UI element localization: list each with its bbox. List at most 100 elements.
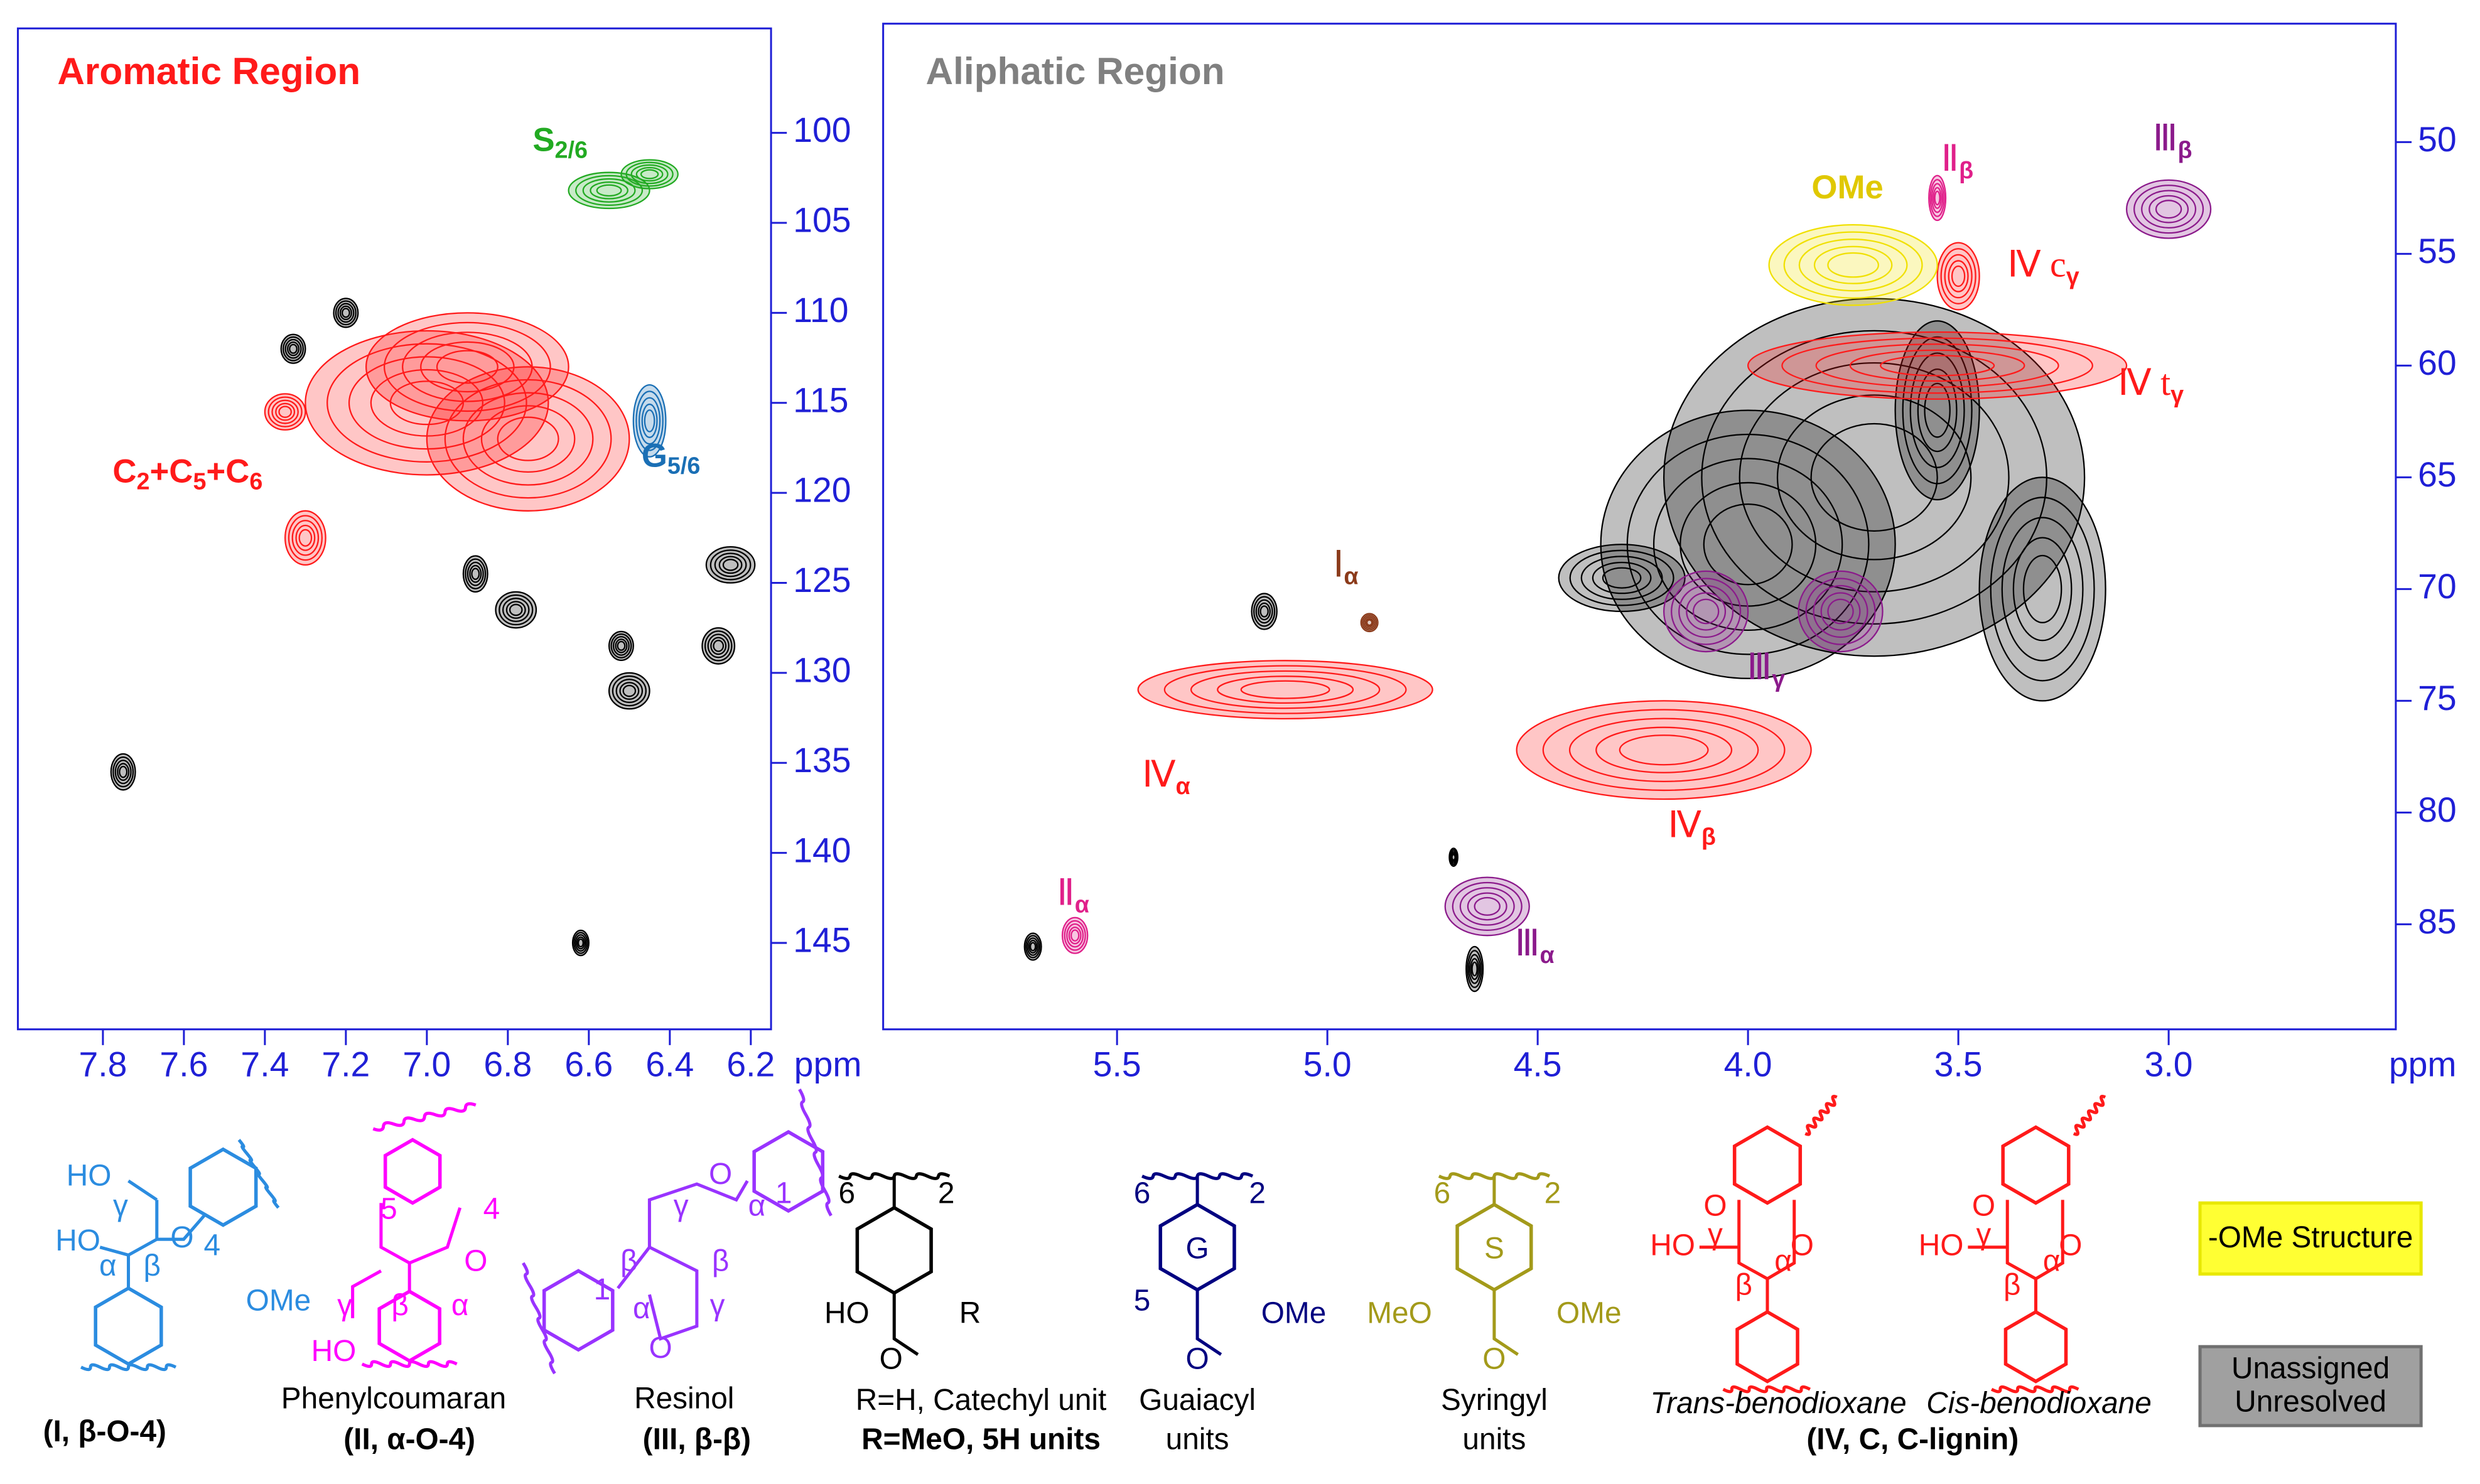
atom-label: 2 bbox=[1545, 1176, 1561, 1210]
contour-ring bbox=[1739, 362, 2010, 593]
contour-ring bbox=[1936, 242, 1980, 311]
contour-ring bbox=[577, 938, 584, 948]
ring bbox=[2003, 1309, 2068, 1384]
contour-ring bbox=[267, 396, 303, 427]
contour-ring bbox=[1163, 665, 1407, 714]
label-text: Ⅲ bbox=[2153, 118, 2178, 159]
contour-ring bbox=[1671, 578, 1742, 645]
y-tick-label: 115 bbox=[793, 380, 848, 419]
label-sub: β bbox=[1959, 157, 1973, 183]
structure-caption: Resinol bbox=[634, 1382, 734, 1415]
atom-label: HO bbox=[311, 1335, 357, 1368]
atom-label: β bbox=[143, 1249, 160, 1282]
y-tick-label: 65 bbox=[2418, 455, 2457, 494]
contour-ring bbox=[284, 510, 326, 566]
contour-ring bbox=[1137, 660, 1433, 720]
x-axis-label: ppm bbox=[794, 1045, 862, 1084]
contour-ring bbox=[1813, 245, 1893, 284]
legend-box bbox=[2198, 1345, 2423, 1428]
structure-caption: Cis-benodioxane bbox=[1926, 1387, 2151, 1420]
contour-ring bbox=[295, 524, 316, 551]
label-text: +C bbox=[149, 453, 193, 490]
contour-ring bbox=[2012, 537, 2073, 642]
peak-label: Ⅳα bbox=[1142, 754, 1190, 799]
contour-ring bbox=[337, 303, 355, 323]
contour-ring bbox=[1934, 190, 1941, 206]
contour-ring bbox=[1068, 926, 1082, 945]
atom-label: S bbox=[1484, 1232, 1504, 1265]
peak-label: Ⅲγ bbox=[1747, 647, 1785, 692]
bond bbox=[126, 1200, 159, 1289]
contour-ring bbox=[339, 305, 352, 321]
plot-frame bbox=[16, 27, 772, 1031]
contour-ring bbox=[1798, 239, 1908, 292]
label-sub: 5/6 bbox=[667, 452, 700, 478]
peak-label: Ⅳ tγ bbox=[2118, 362, 2184, 407]
contour-ring bbox=[1917, 368, 1958, 453]
contour-ring bbox=[2133, 185, 2204, 234]
atom-label: 1 bbox=[775, 1176, 792, 1210]
ring bbox=[1455, 1202, 1533, 1292]
contour-ring bbox=[1678, 584, 1734, 638]
contour-ring bbox=[1931, 183, 1944, 213]
ring bbox=[1158, 1202, 1236, 1292]
wavy-bond bbox=[80, 1363, 177, 1372]
contour-ring bbox=[1909, 352, 1965, 468]
atom-label: 4 bbox=[483, 1193, 500, 1226]
contour-ring bbox=[2141, 190, 2197, 229]
contour-ring bbox=[1944, 254, 1973, 299]
contour-ring bbox=[1255, 599, 1273, 624]
contour-ring bbox=[1940, 248, 1976, 304]
contour-ring bbox=[333, 298, 359, 328]
structure-caption: units bbox=[1462, 1423, 1526, 1456]
contour-ring bbox=[462, 392, 594, 486]
atom-label: OMe bbox=[1261, 1297, 1327, 1330]
peak-label: Ⅲα bbox=[1515, 923, 1555, 968]
contour-ring bbox=[701, 627, 736, 665]
contour-ring bbox=[1444, 876, 1530, 937]
contour-ring bbox=[465, 558, 487, 589]
contour-ring bbox=[280, 333, 306, 364]
contour-ring bbox=[1798, 570, 1884, 653]
label-text: G bbox=[642, 437, 667, 474]
contour-ring bbox=[709, 549, 752, 581]
peak-label: Ⅲβ bbox=[2153, 118, 2192, 163]
contour-ring bbox=[402, 331, 533, 402]
contour-ring bbox=[619, 682, 640, 700]
contour-ring bbox=[436, 350, 499, 384]
atom-label: OMe bbox=[246, 1284, 311, 1317]
contour-ring bbox=[644, 409, 655, 433]
panel-title: Aliphatic Region bbox=[926, 50, 1225, 92]
contour-ring bbox=[384, 321, 551, 412]
bond bbox=[647, 1245, 699, 1341]
y-tick-label: 110 bbox=[793, 291, 848, 330]
atom-label: 5 bbox=[380, 1193, 397, 1226]
contour-ring bbox=[1805, 578, 1876, 645]
contour-ring bbox=[341, 308, 350, 318]
atom-label: HO bbox=[824, 1297, 870, 1330]
ring bbox=[188, 1147, 258, 1227]
x-tick-label: 6.6 bbox=[564, 1045, 613, 1084]
peak-label: S2/6 bbox=[532, 121, 588, 163]
legend-label: Unresolved bbox=[2235, 1385, 2386, 1418]
y-tick-label: 125 bbox=[793, 561, 851, 600]
x-tick-label: 5.0 bbox=[1303, 1045, 1352, 1084]
contour-ring bbox=[1240, 680, 1330, 699]
contour-ring bbox=[1516, 700, 1812, 800]
atom-label: O bbox=[2059, 1229, 2082, 1262]
contour-ring bbox=[1768, 223, 1938, 306]
contour-ring bbox=[509, 603, 523, 616]
contour-ring bbox=[1029, 942, 1037, 952]
bond bbox=[351, 1269, 382, 1318]
label-text: Ⅲ bbox=[1515, 923, 1540, 964]
contour-ring bbox=[1747, 331, 2128, 400]
x-tick-label: 7.2 bbox=[321, 1045, 370, 1084]
wavy-bond bbox=[522, 1262, 556, 1375]
contour-ring bbox=[1663, 298, 2086, 657]
atom-label: 2 bbox=[938, 1176, 955, 1210]
contour-ring bbox=[1362, 614, 1377, 631]
contour-ring bbox=[1652, 458, 1843, 632]
ring bbox=[94, 1286, 163, 1367]
contour-ring bbox=[625, 161, 674, 187]
atom-label: α bbox=[451, 1289, 469, 1322]
